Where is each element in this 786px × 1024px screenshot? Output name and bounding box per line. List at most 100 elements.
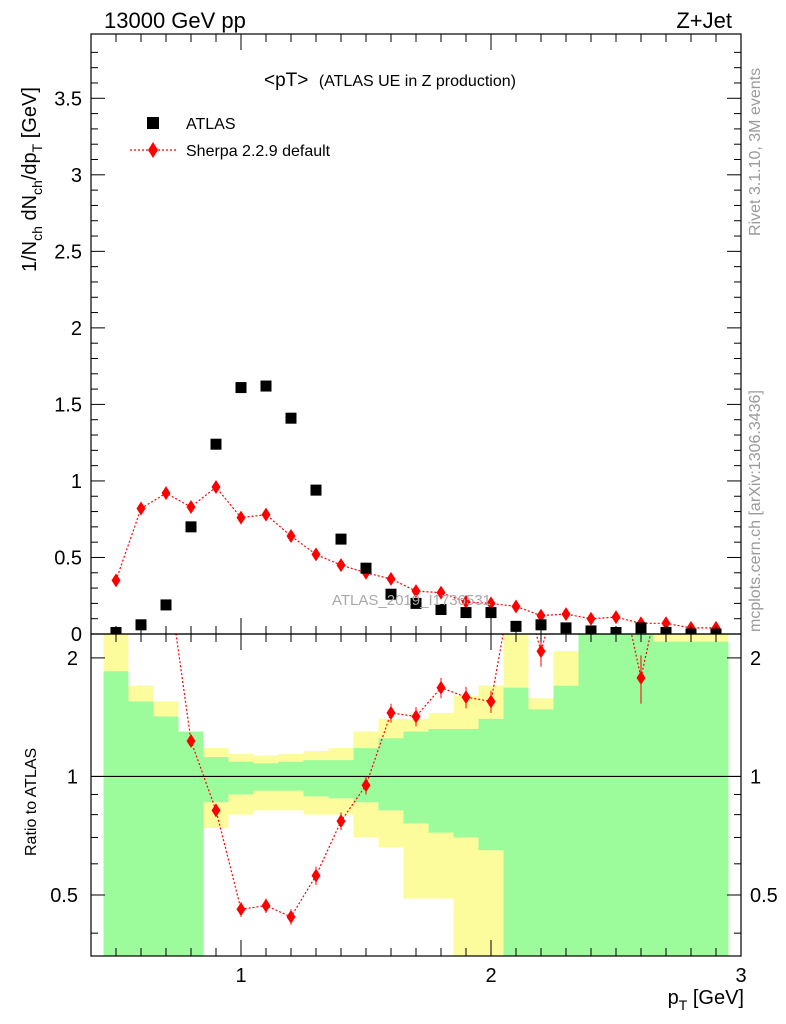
ratio-uncertainty-bands (103, 634, 729, 956)
main-y-tick-label: 3 (71, 165, 82, 187)
inner-band-bin (453, 728, 479, 838)
ratio-point (486, 694, 496, 709)
ratio-curve (175, 634, 652, 918)
mcplots-label: mcplots.cern.ch [arXiv:1306.3436] (747, 390, 764, 632)
inner-band-bin (528, 709, 554, 956)
inner-band-bin (178, 731, 204, 956)
main-y-tick-label: 3.5 (54, 88, 82, 110)
atlas-point (260, 380, 272, 392)
sherpa-point (661, 616, 671, 631)
inner-band-bin (653, 641, 679, 956)
inner-band-bin (478, 718, 504, 851)
sherpa-point (211, 480, 221, 495)
sherpa-point (236, 510, 246, 525)
ratio-band-area (103, 634, 729, 956)
ratio-axes: 1 2 3 0.5 0.5 1 1 2 2 (50, 634, 778, 987)
ratio-y-axis-label: Ratio to ATLAS (23, 748, 40, 856)
inner-band-bin (503, 687, 529, 956)
inner-band-bin (328, 760, 354, 799)
main-y-tick-label: 2 (71, 318, 82, 340)
main-y-axis-label: 1/Nch dNch/dpT [GeV] (19, 87, 45, 272)
main-axes: 0 0.5 1 1.5 2 2.5 3 3.5 (54, 34, 742, 646)
ratio-point (236, 902, 246, 917)
ratio-y-tick-label: 0.5 (50, 885, 78, 907)
ratio-point (186, 734, 196, 749)
atlas-point (435, 604, 447, 616)
inner-band-bin (153, 716, 179, 956)
sherpa-point (161, 486, 171, 501)
inner-band-bin (678, 641, 704, 956)
sherpa-point (186, 499, 196, 514)
atlas-point (385, 588, 397, 600)
inner-band-bin (578, 634, 604, 956)
ratio-point (261, 898, 271, 913)
main-y-tick-label: 1 (71, 471, 82, 493)
atlas-point (460, 607, 472, 619)
ratio-y-tick-label-right: 2 (750, 648, 761, 670)
inner-band-bin (128, 701, 154, 956)
atlas-point (335, 533, 347, 545)
sherpa-point (461, 594, 471, 609)
x-tick-label: 3 (735, 965, 746, 987)
x-tick-label: 2 (485, 965, 496, 987)
legend-sherpa-label: Sherpa 2.2.9 default (186, 143, 331, 160)
ratio-point (411, 709, 421, 724)
inner-band-bin (703, 641, 729, 956)
ratio-point (461, 690, 471, 705)
ratio-y-tick-label-right: 0.5 (750, 885, 778, 907)
ratio-y-tick-label-right: 1 (750, 766, 761, 788)
plot-title-main: <pT> (264, 70, 308, 91)
plot-title: <pT> (ATLAS UE in Z production) (264, 70, 516, 91)
ratio-y-tick-label: 1 (67, 766, 78, 788)
sherpa-point (311, 547, 321, 562)
main-plot-area (110, 380, 722, 634)
ratio-point (361, 778, 371, 793)
atlas-point (310, 484, 322, 496)
inner-band-bin (603, 634, 629, 956)
legend-atlas-marker (147, 117, 159, 129)
inner-band-bin (403, 731, 429, 824)
ratio-point (536, 644, 546, 659)
ratio-y-tick-label: 2 (67, 648, 78, 670)
plot-title-sub: (ATLAS UE in Z production) (319, 73, 516, 90)
sherpa-point (586, 611, 596, 626)
atlas-point (185, 521, 197, 533)
sherpa-point (111, 573, 121, 588)
sherpa-point (411, 584, 421, 599)
inner-band-bin (303, 760, 329, 797)
legend-sherpa-marker (148, 142, 158, 158)
sherpa-point (511, 599, 521, 614)
atlas-point (135, 619, 147, 631)
sherpa-point (436, 585, 446, 600)
inner-band-bin (203, 757, 229, 803)
inner-band-bin (553, 685, 579, 956)
main-y-tick-label: 2.5 (54, 241, 82, 263)
rivet-version-label: Rivet 3.1.10, 3M events (747, 68, 764, 236)
ratio-point (436, 680, 446, 695)
main-y-tick-label: 0 (71, 624, 82, 646)
sherpa-point (386, 571, 396, 586)
legend: ATLAS Sherpa 2.2.9 default (130, 116, 331, 160)
inner-band-bin (228, 761, 254, 795)
sherpa-point (611, 610, 621, 625)
atlas-point (235, 382, 247, 394)
sherpa-point (486, 596, 496, 611)
x-tick-label: 1 (235, 965, 246, 987)
ratio-point (336, 814, 346, 829)
atlas-point (160, 599, 172, 611)
main-y-tick-label: 0.5 (54, 547, 82, 569)
sherpa-point (536, 608, 546, 623)
atlas-point (285, 412, 297, 424)
sherpa-point (286, 529, 296, 544)
atlas-point (360, 562, 372, 574)
legend-atlas-label: ATLAS (186, 116, 236, 133)
inner-band-bin (103, 671, 129, 956)
main-y-tick-label: 1.5 (54, 394, 82, 416)
atlas-point (485, 607, 497, 619)
header-energy-label: 13000 GeV pp (104, 8, 246, 33)
ratio-point (636, 670, 646, 685)
ratio-point (211, 803, 221, 818)
ratio-point (286, 909, 296, 924)
sherpa-point (336, 558, 346, 573)
inner-band-bin (428, 728, 454, 833)
